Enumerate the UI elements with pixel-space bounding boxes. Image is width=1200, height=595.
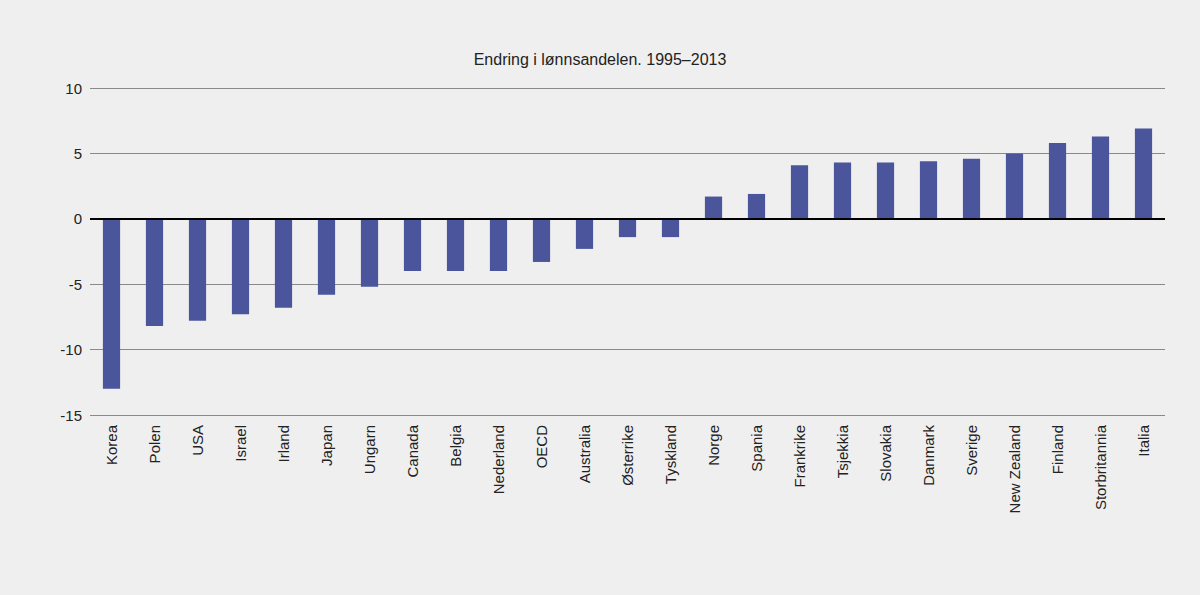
svg-text:OECD: OECD [533,425,550,469]
svg-text:Norge: Norge [705,425,722,466]
svg-text:Korea: Korea [103,424,120,465]
svg-text:New Zealand: New Zealand [1006,425,1023,513]
svg-text:USA: USA [189,425,206,456]
svg-text:Tsjekkia: Tsjekkia [834,424,851,478]
svg-text:Danmark: Danmark [920,425,937,486]
svg-text:Italia: Italia [1135,424,1152,456]
svg-text:Israel: Israel [232,425,249,462]
svg-text:Slovakia: Slovakia [877,424,894,481]
svg-text:Endring i lønnsandelen. 1995–2: Endring i lønnsandelen. 1995–2013 [474,51,727,68]
svg-text:5: 5 [74,145,82,162]
svg-text:-15: -15 [60,407,82,424]
svg-text:Storbritannia: Storbritannia [1092,424,1109,510]
svg-text:Japan: Japan [318,425,335,466]
svg-text:Frankrike: Frankrike [791,425,808,488]
svg-text:0: 0 [74,210,82,227]
svg-text:Canada: Canada [404,424,421,477]
svg-text:Sverige: Sverige [963,425,980,476]
svg-text:Spania: Spania [748,424,765,471]
svg-text:Ungarn: Ungarn [361,425,378,474]
svg-text:Tyskland: Tyskland [662,425,679,484]
svg-text:Finland: Finland [1049,425,1066,474]
svg-text:10: 10 [65,80,82,97]
svg-text:Australia: Australia [576,424,593,483]
svg-text:Nederland: Nederland [490,425,507,494]
svg-text:Belgia: Belgia [447,424,464,466]
svg-text:-10: -10 [60,341,82,358]
svg-text:-5: -5 [69,276,82,293]
svg-text:Østerrike: Østerrike [619,425,636,486]
svg-text:Polen: Polen [146,425,163,463]
svg-text:Irland: Irland [275,425,292,463]
